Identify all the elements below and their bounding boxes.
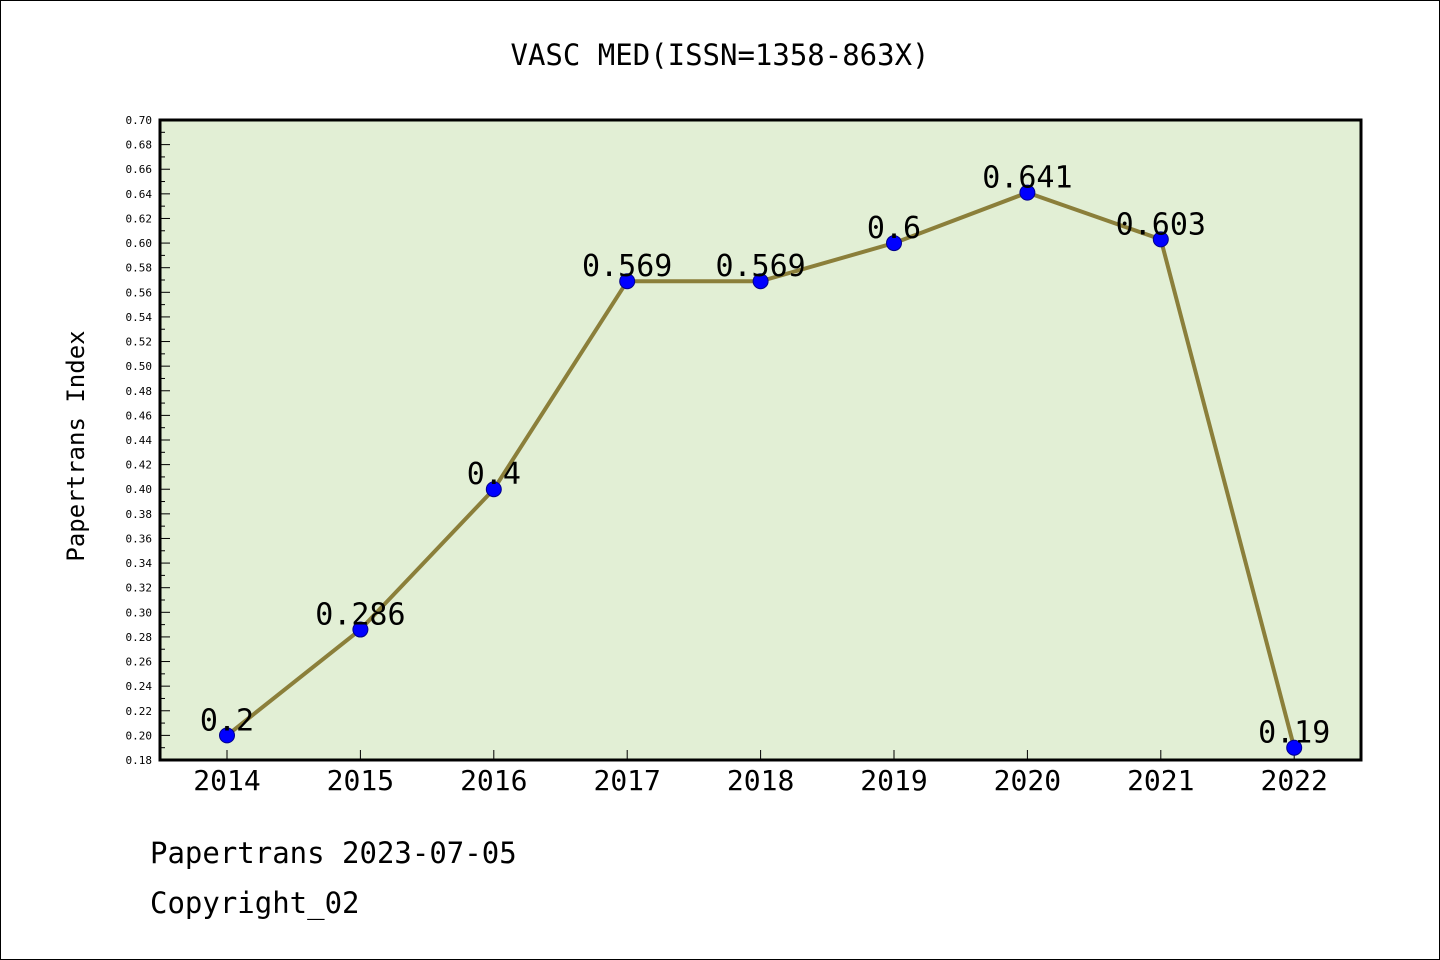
y-tick-label: 0.62 (126, 212, 153, 225)
footer-date: Papertrans 2023-07-05 (150, 836, 517, 870)
data-label: 0.19 (1258, 716, 1330, 751)
y-tick-label: 0.52 (126, 336, 153, 349)
data-point (1152, 231, 1169, 248)
y-tick-label: 0.36 (126, 532, 153, 545)
data-point (219, 727, 235, 744)
data-label: 0.286 (315, 598, 405, 633)
x-tick-label: 2022 (1260, 764, 1327, 797)
y-tick-label: 0.70 (126, 114, 153, 127)
y-tick-label: 0.30 (126, 606, 153, 619)
y-axis: 0.18 0.20 0.22 0.24 0.26 0.28 0.30 0.32 0.34 0.36… (126, 114, 170, 767)
data-point (1286, 739, 1303, 756)
y-tick-label: 0.42 (126, 459, 153, 472)
data-label: 0.603 (1116, 207, 1206, 242)
y-tick-label: 0.26 (126, 656, 153, 669)
y-tick-label: 0.44 (126, 434, 153, 447)
data-label: 0.2 (200, 703, 254, 738)
y-tick-label: 0.66 (126, 163, 153, 176)
y-tick-label: 0.18 (126, 754, 153, 767)
data-point (752, 273, 769, 290)
data-labels: 0.2 0.286 0.4 0.569 0.569 0.6 0.641 0.603 0.19 (200, 161, 1330, 751)
y-tick-label: 0.32 (126, 582, 153, 595)
y-tick-label: 0.40 (126, 483, 153, 496)
data-point (619, 273, 636, 290)
x-tick-label: 2021 (1127, 764, 1194, 797)
x-tick-label: 2019 (860, 764, 927, 797)
y-tick-label: 0.46 (126, 409, 153, 422)
y-tick-label: 0.50 (126, 360, 153, 373)
chart-title: VASC MED(ISSN=1358-863X) (510, 38, 930, 72)
data-label: 0.641 (982, 161, 1072, 196)
y-tick-label: 0.64 (126, 188, 153, 201)
data-point (485, 481, 502, 498)
y-tick-label: 0.34 (126, 557, 153, 570)
y-tick-label: 0.56 (126, 286, 153, 299)
data-points (219, 184, 1303, 756)
data-label: 0.6 (867, 211, 921, 246)
y-tick-label: 0.24 (126, 680, 153, 693)
y-tick-label: 0.48 (126, 385, 153, 398)
y-tick-label: 0.38 (126, 508, 153, 521)
x-tick-label: 2020 (994, 764, 1061, 797)
y-tick-label: 0.60 (126, 237, 153, 250)
data-point (1019, 184, 1036, 201)
data-label: 0.569 (582, 249, 672, 284)
x-tick-label: 2014 (193, 764, 260, 797)
y-tick-label: 0.54 (126, 311, 153, 324)
y-tick-label: 0.22 (126, 705, 153, 718)
y-tick-label: 0.20 (126, 729, 153, 742)
x-tick-label: 2018 (727, 764, 794, 797)
data-label: 0.4 (467, 457, 521, 492)
y-tick-label: 0.28 (126, 631, 153, 644)
data-point (886, 235, 902, 252)
x-tick-label: 2015 (327, 764, 394, 797)
footer-copyright: Copyright_02 (150, 886, 360, 920)
x-axis: 2014 2015 2016 2017 2018 2019 2020 2021 2022 (193, 750, 1328, 797)
y-tick-label: 0.68 (126, 139, 153, 152)
x-tick-label: 2017 (593, 764, 660, 797)
data-point (352, 621, 369, 638)
data-label: 0.569 (715, 249, 805, 284)
plot-area (158, 118, 1363, 762)
x-tick-label: 2016 (460, 764, 527, 797)
y-tick-label: 0.58 (126, 262, 153, 275)
